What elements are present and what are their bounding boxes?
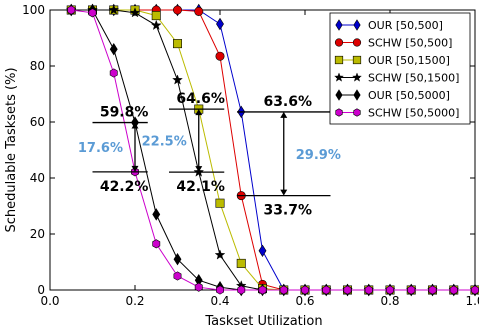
data-point (108, 4, 120, 15)
annotation-arrow-head (131, 165, 139, 172)
legend-box (329, 12, 471, 125)
y-tick-label: 0 (37, 283, 45, 297)
data-point (88, 8, 97, 18)
annotation-upper-label: 63.6% (263, 94, 312, 110)
data-point (194, 6, 204, 16)
annotation-arrow-head (195, 109, 203, 116)
data-point (67, 5, 76, 15)
data-point (173, 5, 183, 15)
annotation-2: 63.6% 33.7% 29.9% (237, 94, 341, 219)
y-tick-label: 80 (30, 59, 45, 73)
legend-label: OUR [50,5000] (368, 89, 450, 102)
data-point (364, 285, 373, 295)
data-point (173, 271, 182, 281)
legend-marker (334, 72, 344, 82)
data-point (129, 7, 141, 18)
data-point (194, 282, 203, 292)
annotation-lower-label: 33.7% (263, 203, 312, 219)
legend-entry: SCHW [50,1500] (334, 72, 459, 85)
x-tick-label: 1.0 (465, 294, 479, 308)
legend-marker (353, 108, 361, 117)
data-point (151, 11, 161, 21)
legend-entry: SCHW [50,5000] (335, 107, 459, 120)
data-point (301, 285, 309, 295)
annotation-lower-label: 42.1% (176, 179, 225, 195)
data-point (214, 249, 226, 260)
data-point (428, 285, 437, 295)
legend-label: OUR [50,500] (368, 19, 443, 32)
annotation-arrow-head (131, 122, 139, 129)
data-point (449, 285, 458, 295)
legend-marker (335, 108, 343, 117)
y-tick-label: 60 (30, 115, 45, 129)
legend-marker (335, 19, 343, 31)
y-tick-label: 100 (22, 3, 45, 17)
data-point (322, 285, 331, 295)
x-tick-label: 0.8 (380, 294, 399, 308)
legend-marker (334, 55, 344, 65)
annotation-lower-label: 42.2% (100, 179, 149, 195)
legend-entry: OUR [50,5000] (335, 89, 450, 102)
data-point (173, 252, 182, 266)
legend-entry: OUR [50,500] (335, 19, 443, 32)
legend-marker (334, 38, 344, 47)
x-tick-label: 0.6 (295, 294, 314, 308)
data-point (215, 198, 225, 208)
annotation-arrow-head (280, 189, 288, 196)
y-tick-label: 40 (30, 171, 45, 185)
annotation-arrow-head (280, 111, 288, 118)
annotation-gap-label: 29.9% (296, 148, 341, 163)
x-tick-label: 0.0 (40, 294, 59, 308)
data-point (109, 68, 118, 78)
x-tick-label: 0.2 (125, 294, 144, 308)
data-point (152, 208, 161, 221)
data-point (216, 17, 224, 31)
legend-marker (352, 72, 362, 82)
series-5 (67, 5, 479, 295)
annotation-upper-label: 64.6% (176, 91, 225, 107)
legend-entry: SCHW [50,500] (334, 37, 452, 50)
data-point (172, 74, 183, 85)
data-point (216, 285, 224, 295)
data-point (150, 19, 162, 30)
data-point (109, 42, 118, 56)
data-point (152, 239, 161, 249)
annotation-0: 59.8% 42.2% 17.6% (78, 105, 149, 195)
data-point (407, 285, 416, 295)
x-tick-label: 0.4 (210, 294, 229, 308)
annotation-arrow-head (195, 166, 203, 173)
y-tick-label: 20 (30, 227, 45, 241)
legend-marker (352, 38, 362, 47)
annotation-1: 64.6% 42.1% 22.5% (142, 91, 225, 195)
y-axis-label: Schedulable Tasksets (%) (4, 67, 19, 232)
data-point (258, 244, 267, 258)
data-point (236, 258, 246, 268)
data-point (386, 285, 394, 295)
data-point (237, 285, 246, 295)
annotation-gap-label: 22.5% (142, 135, 187, 150)
data-point (471, 285, 479, 295)
legend-entry: OUR [50,1500] (334, 54, 450, 67)
data-point (215, 51, 225, 61)
legend-marker (353, 19, 361, 31)
data-point (343, 285, 352, 295)
annotation-gap-label: 17.6% (78, 141, 123, 156)
annotation-upper-label: 59.8% (100, 105, 149, 121)
legend-marker (352, 55, 362, 65)
data-point (258, 285, 267, 295)
legend-label: OUR [50,1500] (368, 54, 450, 67)
x-axis-label: Taskset Utilization (204, 314, 322, 329)
legend-label: SCHW [50,500] (368, 37, 452, 50)
data-point (173, 39, 183, 49)
legend-marker (335, 89, 343, 101)
data-point (279, 285, 288, 295)
legend-label: SCHW [50,1500] (368, 72, 459, 85)
legend-label: SCHW [50,5000] (368, 107, 459, 120)
legend-marker (353, 89, 361, 101)
